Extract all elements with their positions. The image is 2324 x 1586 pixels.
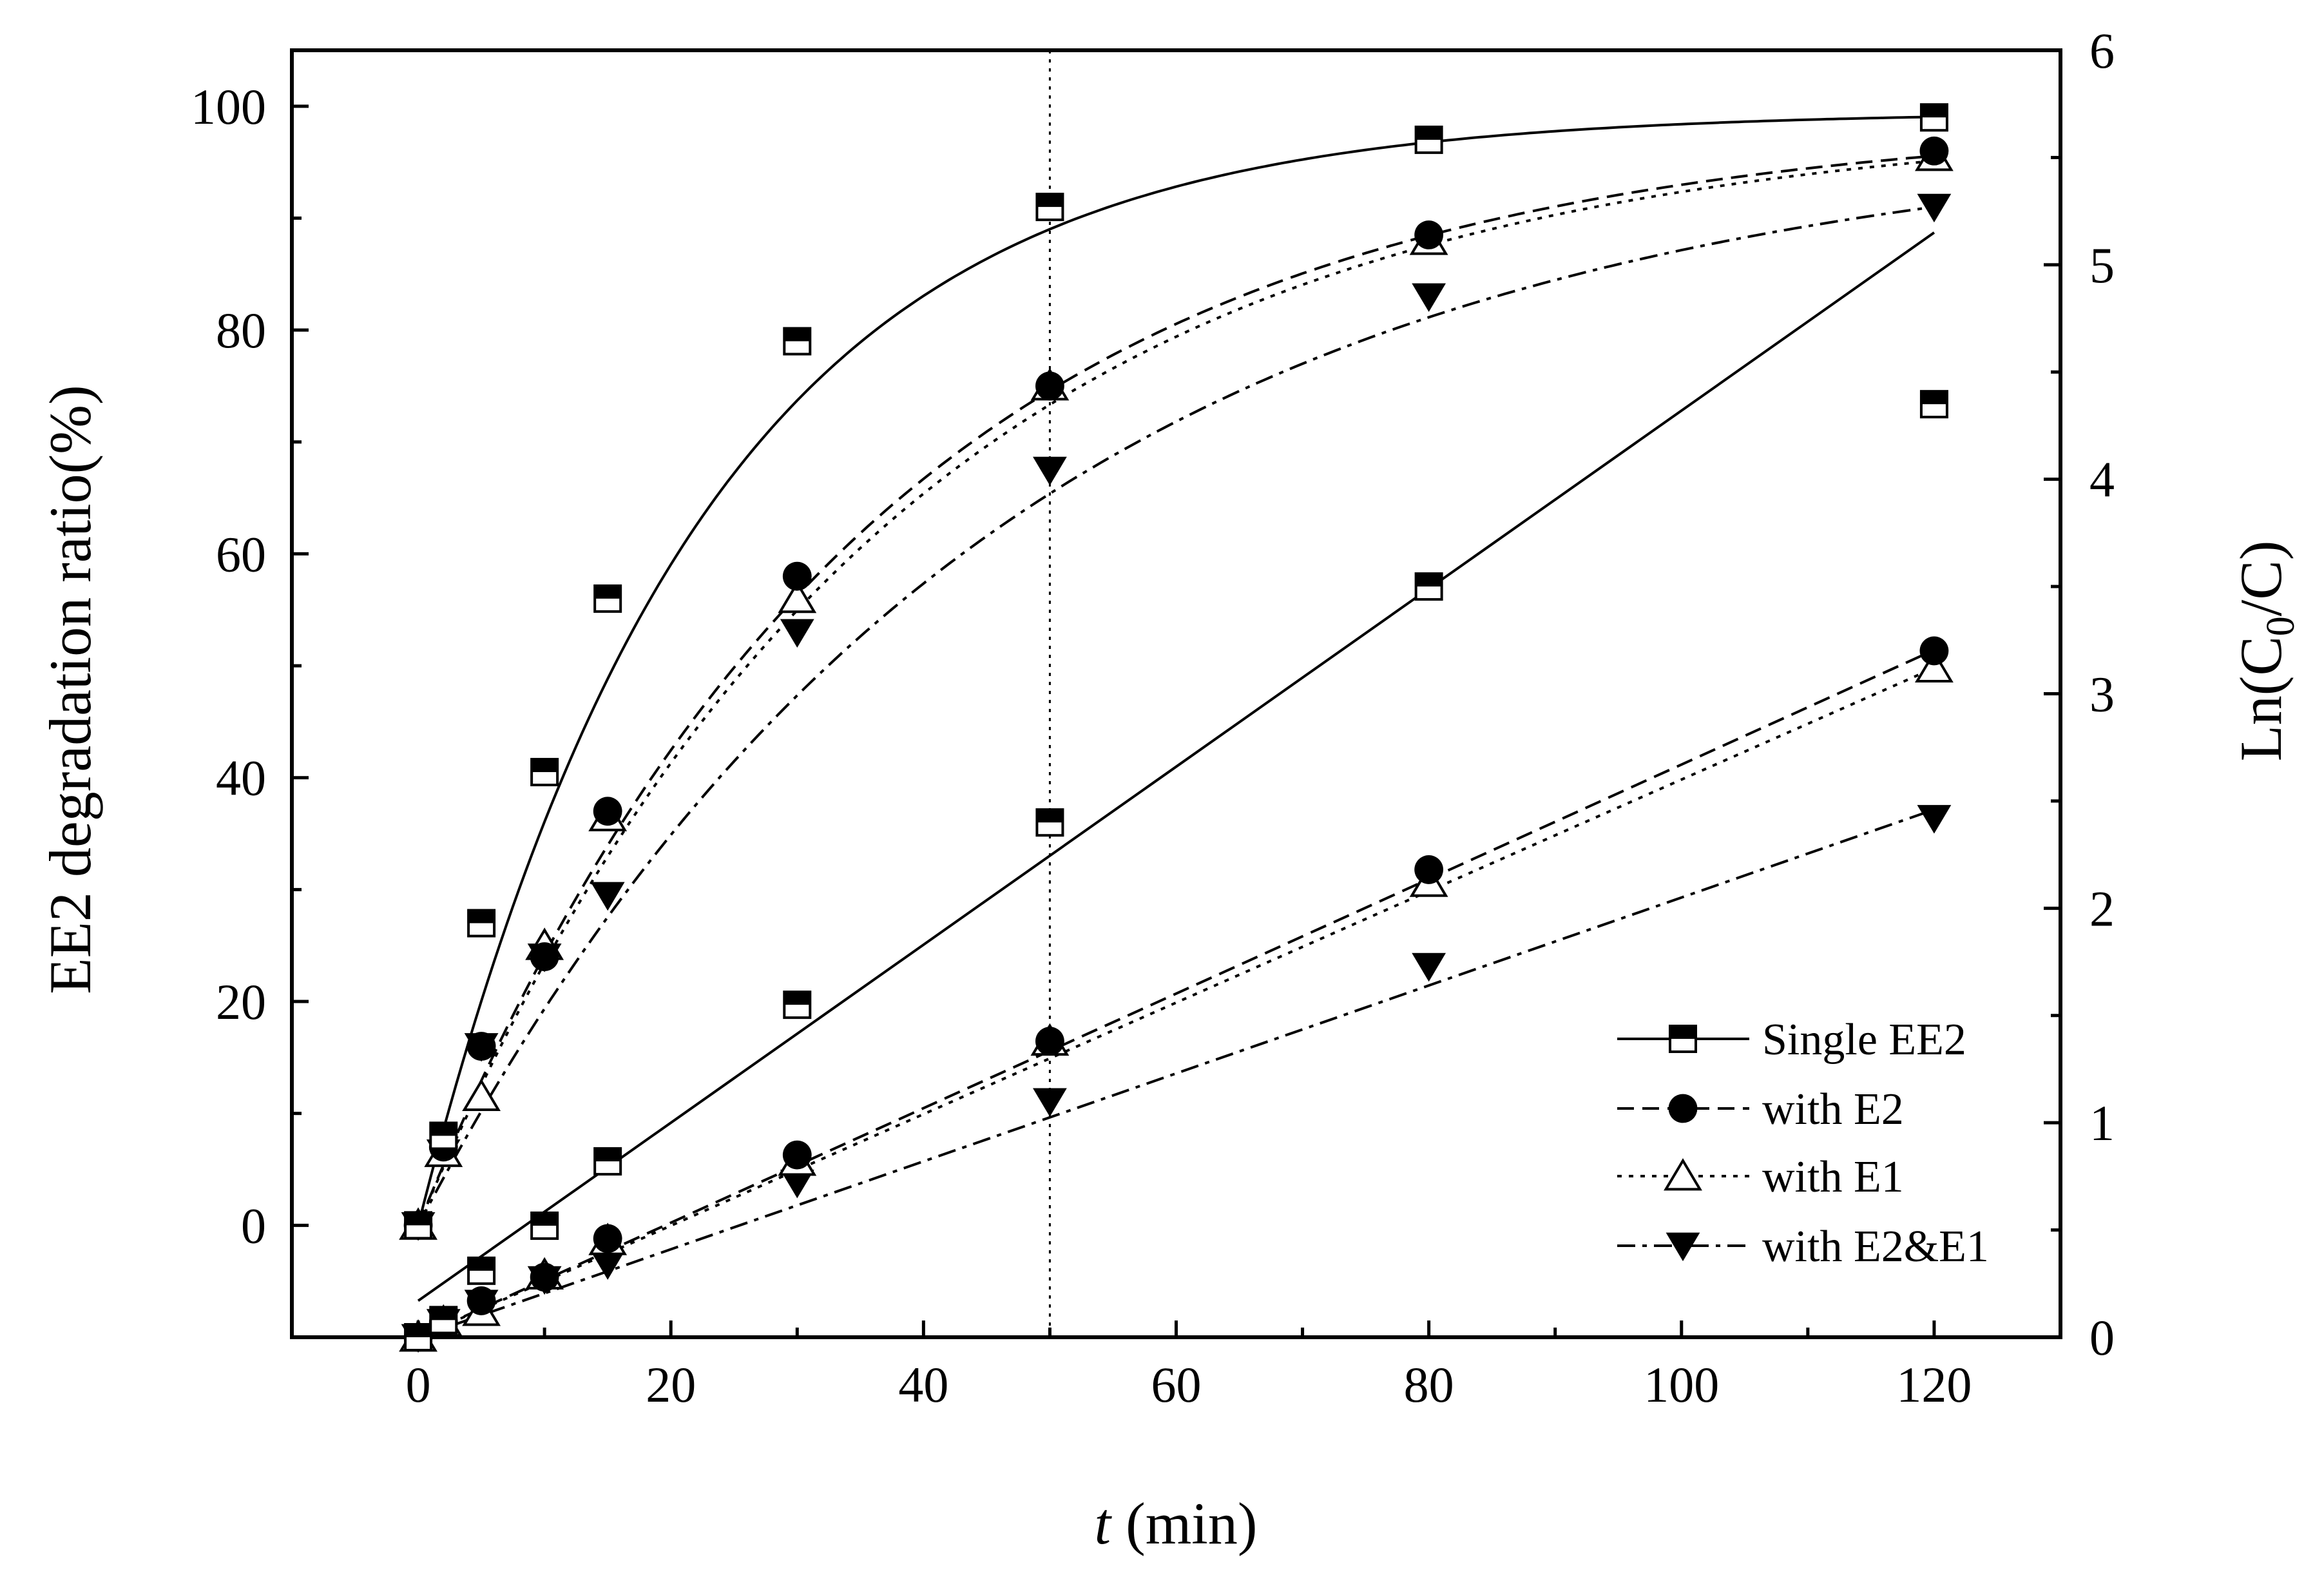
degradation-point-with-e2-and-e1 [780, 619, 814, 648]
legend-marker [1668, 1094, 1698, 1123]
right-y-title-prefix: Ln(C [2228, 636, 2294, 761]
degradation-point-single-ee2 [1919, 103, 1948, 132]
right-y-tick-label: 0 [2089, 1310, 2115, 1366]
left-y-tick-label: 0 [241, 1197, 266, 1253]
axis-ticks: 0 20 40 60 80 100 120 0 20 40 60 80 100 0 1 2 3 4 5 6 [191, 23, 2115, 1413]
legend-marker [1664, 1158, 1702, 1191]
kinetics-fit-with-e2 [418, 648, 1935, 1337]
x-tick-label: 40 [898, 1357, 948, 1413]
left-y-tick-label: 100 [191, 79, 266, 135]
plot-area-frame [290, 48, 2062, 1339]
legend-marker [1666, 1232, 1700, 1261]
left-y-tick-label: 60 [216, 526, 266, 582]
degradation-point-with-e2 [1035, 371, 1064, 401]
legend: Single EE2 with E2 with E1 with E2&E1 [1617, 1015, 1989, 1272]
degradation-point-with-e2-and-e1 [1412, 283, 1446, 313]
x-tick-label: 60 [1151, 1357, 1202, 1413]
kinetics-point-single-ee2 [467, 1256, 496, 1285]
legend-item-single-ee2: Single EE2 [1617, 1015, 1966, 1065]
data-points [399, 103, 1954, 1353]
right-y-title-suffix: /C) [2228, 541, 2294, 617]
right-y-tick-label: 1 [2089, 1095, 2115, 1151]
left-y-tick-label: 80 [216, 302, 266, 358]
legend-label: with E2&E1 [1762, 1222, 1989, 1272]
degradation-point-single-ee2 [1035, 193, 1064, 222]
kinetics-point-with-e2 [530, 1262, 559, 1292]
legend-item-with-e1: with E1 [1617, 1152, 1904, 1202]
kinetics-point-with-e1 [1915, 650, 1954, 682]
degradation-point-single-ee2 [467, 909, 496, 938]
kinetics-point-with-e2-and-e1 [1033, 1088, 1067, 1117]
legend-label: Single EE2 [1762, 1015, 1966, 1065]
degradation-point-single-ee2 [1414, 125, 1443, 154]
x-tick-label: 0 [406, 1357, 431, 1413]
right-y-title-subscript: 0 [2259, 616, 2303, 636]
right-y-tick-label: 4 [2089, 452, 2115, 508]
degradation-fit-single-ee2 [417, 115, 1934, 1226]
kinetics-point-with-e2-and-e1 [1917, 805, 1952, 834]
left-y-tick-label: 40 [216, 750, 266, 806]
x-axis-title: t (min) [1095, 1491, 1258, 1556]
degradation-point-with-e2-and-e1 [590, 882, 625, 911]
degradation-fit-with-e2 [417, 154, 1935, 1226]
kinetics-point-single-ee2 [530, 1211, 559, 1240]
degradation-point-single-ee2 [429, 1121, 458, 1150]
kinetics-fit-with-e1 [418, 666, 1935, 1337]
degradation-point-single-ee2 [404, 1211, 433, 1240]
degradation-point-with-e1 [778, 580, 817, 614]
right-y-tick-label: 3 [2089, 666, 2115, 722]
degradation-fit-with-e2-and-e1 [417, 206, 1935, 1226]
kinetics-point-single-ee2 [404, 1323, 433, 1351]
right-y-tick-label: 5 [2089, 237, 2115, 293]
right-y-tick-label: 2 [2089, 880, 2115, 936]
degradation-point-single-ee2 [783, 327, 812, 356]
right-y-axis-title: Ln(C0/C) [2228, 541, 2303, 762]
degradation-point-single-ee2 [530, 758, 559, 787]
kinetics-point-single-ee2 [593, 1147, 622, 1176]
degradation-point-with-e2 [1919, 136, 1949, 166]
left-y-axis-title: EE2 degradation ratio(%) [37, 385, 103, 994]
kinetics-point-single-ee2 [783, 991, 812, 1020]
legend-label: with E2 [1762, 1085, 1904, 1134]
kinetics-point-with-e2-and-e1 [1412, 953, 1446, 982]
degradation-point-with-e2-and-e1 [1033, 456, 1067, 486]
degradation-point-with-e2 [530, 942, 559, 971]
kinetics-point-with-e2 [1035, 1027, 1064, 1056]
x-axis-variable: t [1095, 1491, 1113, 1556]
degradation-point-with-e2 [1414, 220, 1444, 249]
kinetics-point-single-ee2 [1035, 808, 1064, 837]
kinetics-point-with-e2 [782, 1140, 812, 1170]
right-y-tick-label: 6 [2089, 23, 2115, 79]
legend-item-with-e2: with E2 [1617, 1085, 1904, 1134]
kinetics-point-single-ee2 [429, 1306, 458, 1335]
kinetics-point-with-e2-and-e1 [590, 1251, 625, 1280]
kinetics-point-with-e2 [466, 1286, 496, 1315]
degradation-fit-with-e1 [417, 159, 1935, 1226]
legend-label: with E1 [1762, 1152, 1904, 1202]
kinetics-point-with-e2 [1414, 855, 1444, 884]
kinetics-fit-single-ee2 [417, 231, 1935, 1302]
kinetics-point-with-e2 [593, 1224, 622, 1253]
kinetics-point-with-e2 [1919, 636, 1949, 666]
legend-marker [1669, 1025, 1697, 1053]
x-tick-label: 120 [1896, 1357, 1972, 1413]
kinetics-point-single-ee2 [1414, 572, 1443, 601]
kinetics-point-single-ee2 [1919, 390, 1948, 419]
degradation-point-with-e2 [593, 797, 622, 826]
fit-curves [417, 115, 1935, 1337]
degradation-point-with-e1 [462, 1078, 501, 1112]
degradation-point-with-e2-and-e1 [1917, 193, 1952, 223]
degradation-point-single-ee2 [593, 584, 622, 613]
x-tick-label: 100 [1644, 1357, 1719, 1413]
left-y-tick-label: 20 [216, 974, 266, 1030]
kinetics-fit-with-e2-and-e1 [418, 808, 1935, 1337]
legend-item-with-e2-and-e1: with E2&E1 [1617, 1222, 1989, 1272]
degradation-point-with-e2 [782, 561, 812, 591]
x-axis-unit: (min) [1111, 1491, 1257, 1556]
degradation-point-with-e2 [466, 1032, 496, 1061]
x-tick-label: 80 [1404, 1357, 1454, 1413]
kinetics-point-with-e2-and-e1 [780, 1169, 814, 1199]
x-tick-label: 20 [646, 1357, 696, 1413]
